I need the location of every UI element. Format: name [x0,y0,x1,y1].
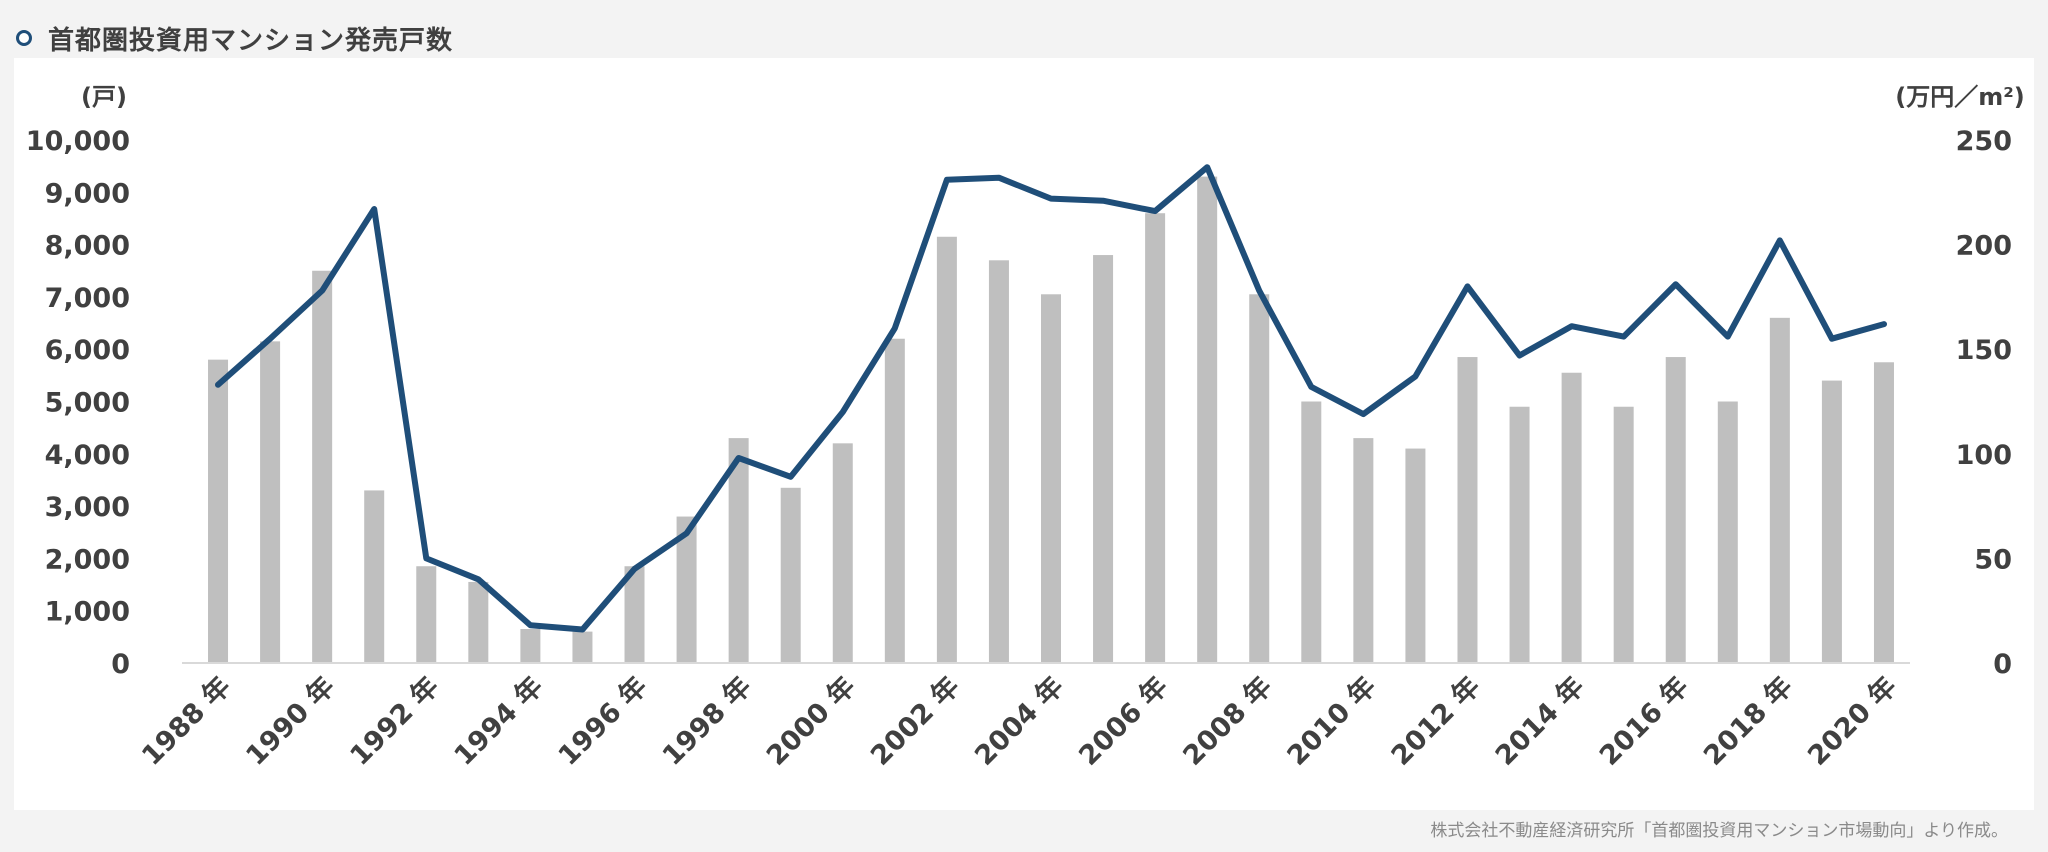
bar [1093,255,1114,663]
x-tick-label: 2012 年 [1385,670,1487,772]
left-tick-label: 1,000 [45,597,130,628]
x-tick-label: 1996 年 [552,670,654,772]
bar [1301,401,1322,663]
bar [884,338,905,663]
bar [988,260,1009,663]
right-tick-label: 100 [1956,440,2012,471]
chart-panel [14,58,2034,810]
bar [1561,372,1582,663]
x-tick-label: 2008 年 [1177,670,1279,772]
bar [1717,401,1738,663]
bar [676,516,697,663]
line-series [215,164,1887,633]
x-tick-label: 1992 年 [344,670,446,772]
left-tick-label: 5,000 [45,388,130,419]
left-tick-label: 0 [111,649,130,680]
left-tick-label: 7,000 [45,283,130,314]
left-tick-label: 6,000 [45,335,130,366]
bar [208,359,229,663]
source-note: 株式会社不動産経済研究所「首都圏投資用マンション市場動向」より作成。 [1430,821,2008,841]
left-tick-label: 4,000 [45,440,130,471]
right-tick-label: 0 [1993,649,2012,680]
left-axis-unit: (戸) [81,83,127,111]
bar [1613,406,1634,663]
bar [1457,357,1478,663]
bar [520,629,541,663]
bar [1665,357,1686,663]
circle-bullet-icon [16,30,32,46]
right-tick-label: 250 [1956,126,2012,157]
left-tick-label: 8,000 [45,231,130,262]
right-tick-label: 150 [1956,335,2012,366]
x-tick-label: 2014 年 [1489,670,1591,772]
right-tick-label: 50 [1974,544,2012,575]
x-tick-label: 2002 年 [864,670,966,772]
bar [312,270,333,663]
right-axis-unit: (万円／m²) [1895,83,2024,111]
bar [1873,362,1894,663]
x-tick-label: 1988 年 [135,670,237,772]
bar [1249,294,1270,663]
bar [1145,213,1166,663]
x-tick-label: 2010 年 [1281,670,1383,772]
left-tick-label: 9,000 [45,178,130,209]
bar [780,487,801,663]
bar [260,341,281,663]
x-tick-label: 2020 年 [1801,670,1903,772]
bar [416,566,437,663]
x-tick-label: 1994 年 [448,670,550,772]
bar [832,443,853,663]
bar [1197,176,1218,664]
bar [468,581,489,663]
bar [1821,380,1842,663]
bar [572,631,593,663]
x-tick-label: 2000 年 [760,670,862,772]
x-tick-label: 2006 年 [1073,670,1175,772]
chart-header: 首都圏投資用マンション発売戸数 [16,18,453,58]
left-tick-label: 2,000 [45,544,130,575]
bar [1041,294,1061,663]
x-tick-label: 1998 年 [656,670,758,772]
left-tick-label: 10,000 [26,126,130,157]
bar [1405,448,1426,663]
left-tick-label: 3,000 [45,492,130,523]
x-tick-label: 2018 年 [1697,670,1799,772]
bar [1509,406,1530,663]
bar [728,438,749,663]
right-tick-label: 200 [1956,231,2012,262]
bar [624,566,645,663]
chart-title: 首都圏投資用マンション発売戸数 [48,25,454,56]
bar [936,236,957,663]
bar [1769,317,1790,663]
bar [1353,438,1374,663]
bar [364,490,385,663]
x-tick-label: 1990 年 [240,670,342,772]
x-tick-label: 2004 年 [968,670,1070,772]
x-tick-label: 2016 年 [1593,670,1695,772]
